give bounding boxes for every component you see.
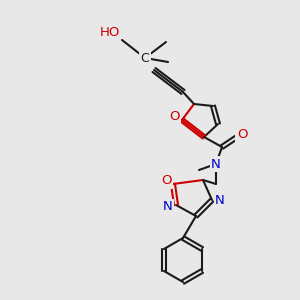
Text: O: O bbox=[169, 110, 179, 124]
Text: HO: HO bbox=[100, 26, 120, 38]
Text: O: O bbox=[237, 128, 247, 142]
Text: N: N bbox=[211, 158, 221, 170]
Text: N: N bbox=[215, 194, 225, 206]
Text: C: C bbox=[141, 52, 149, 64]
Text: O: O bbox=[161, 175, 171, 188]
Text: N: N bbox=[163, 200, 173, 214]
